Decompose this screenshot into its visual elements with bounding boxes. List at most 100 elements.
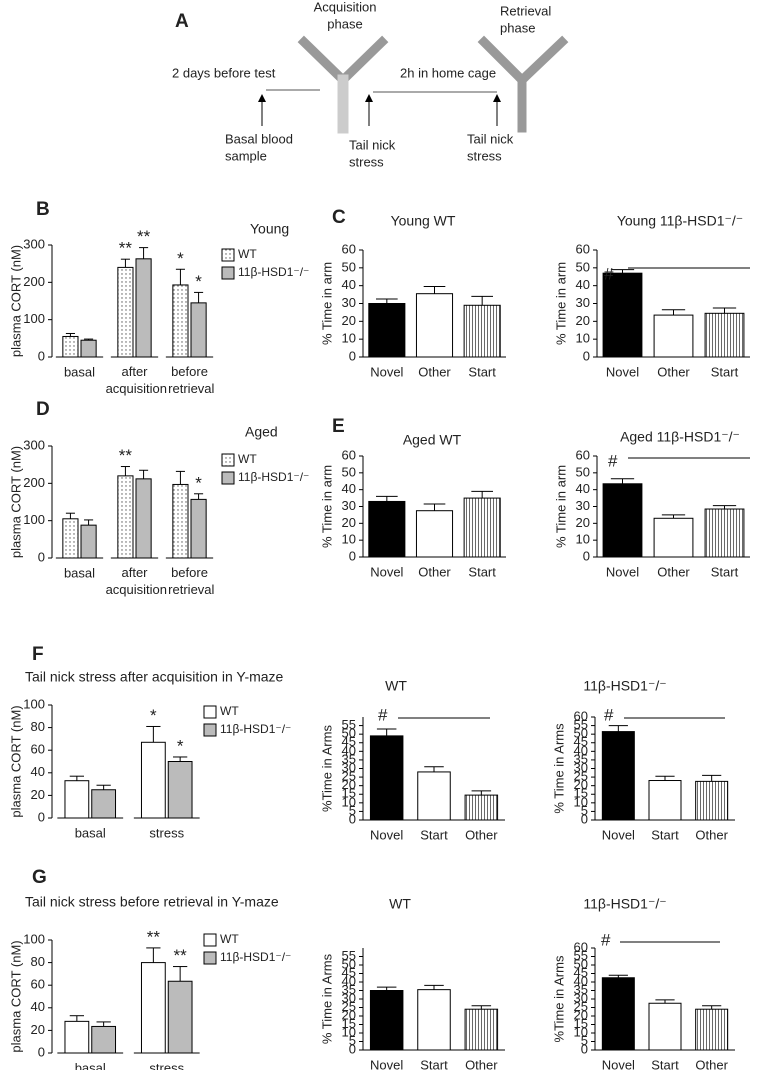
y-tick-label: 40: [574, 973, 588, 988]
error-bar: [610, 478, 635, 484]
y-tick-label: 0: [38, 1044, 45, 1059]
error-bar: [376, 495, 398, 502]
y-tick-label: 20: [31, 1022, 45, 1037]
error-bar: [702, 1005, 722, 1010]
significance-marker: **: [174, 946, 188, 965]
bar: [368, 303, 406, 358]
y-tick-label: 45: [574, 734, 588, 749]
chart-title: Tail nick stress after acquisition in Y-…: [25, 669, 284, 685]
x-tick-label: Novel: [602, 1057, 635, 1070]
chart-title: 11β-HSD1⁻/⁻: [583, 678, 666, 694]
error-bar: [175, 470, 185, 485]
bar: [704, 312, 745, 358]
y-axis-label: plasma CORT (nM): [8, 940, 23, 1052]
y-tick-label: 100: [23, 931, 45, 946]
error-bar: [146, 947, 161, 963]
x-tick-label: Other: [465, 1057, 498, 1070]
y-tick-label: 30: [574, 760, 588, 775]
y-tick-label: 40: [574, 743, 588, 758]
legend-label: WT: [220, 932, 239, 946]
y-tick-label: 20: [31, 787, 45, 802]
y-tick-label: 300: [23, 236, 45, 251]
significance-marker: *: [195, 272, 202, 291]
label: Tail nick: [349, 137, 396, 152]
y-tick-label: 40: [576, 481, 590, 496]
annotation: #: [608, 451, 618, 470]
x-tick-label: basal: [64, 364, 95, 379]
y-tick-label: 45: [342, 734, 356, 749]
y-tick-label: 15: [574, 786, 588, 801]
error-bar: [120, 466, 130, 476]
y-tick-label: 40: [576, 277, 590, 292]
y-tick-label: 55: [342, 948, 356, 963]
label: phase: [500, 20, 535, 35]
x-tick-label: Other: [418, 364, 451, 379]
y-tick-label: 5: [581, 1033, 588, 1048]
x-tick-label: Other: [657, 564, 690, 579]
x-tick-label: Novel: [370, 827, 403, 842]
x-tick-label: before retrieval: [165, 565, 215, 597]
legend-swatch: [203, 723, 217, 737]
error-bar: [194, 493, 204, 500]
error-bar: [96, 1021, 111, 1027]
y-tick-label: 35: [342, 982, 356, 997]
y-tick-label: 25: [342, 769, 356, 784]
x-tick-label: Start: [420, 827, 448, 842]
error-bar: [139, 469, 149, 479]
x-tick-label: Other: [465, 827, 498, 842]
y-tick-label: 10: [342, 794, 356, 809]
bar: [64, 1020, 90, 1054]
y-tick-label: 30: [576, 295, 590, 310]
bar: [91, 1025, 117, 1054]
x-tick-label: Novel: [602, 827, 635, 842]
legend-label: WT: [238, 452, 257, 466]
y-maze-1: [297, 35, 389, 134]
y-tick-label: 45: [574, 965, 588, 980]
y-axis-label: plasma CORT (nM): [8, 705, 23, 817]
bar: [653, 314, 694, 358]
y-tick-label: 60: [574, 708, 588, 723]
bar: [695, 1008, 729, 1051]
y-tick-label: 20: [576, 515, 590, 530]
panel-label: G: [32, 867, 47, 888]
y-maze-2: [477, 35, 569, 133]
error-bar: [424, 766, 444, 772]
error-bar: [376, 298, 398, 304]
y-tick-label: 300: [23, 437, 45, 452]
label: Retrieval: [500, 3, 551, 18]
x-tick-label: Start: [420, 1057, 448, 1070]
bar: [463, 497, 501, 558]
y-tick-label: 0: [583, 548, 590, 563]
bar: [417, 771, 451, 821]
y-tick-label: 60: [574, 939, 588, 954]
y-tick-label: 50: [342, 726, 356, 741]
bar: [601, 731, 635, 821]
x-tick-label: after acquisition: [102, 565, 167, 597]
error-bar: [610, 269, 635, 274]
y-tick-label: 5: [349, 803, 356, 818]
error-bar: [424, 984, 444, 990]
legend-label: 11β-HSD1⁻/⁻: [220, 722, 291, 736]
y-tick-label: 30: [342, 295, 356, 310]
bar: [167, 761, 193, 819]
panel-label: F: [32, 644, 44, 665]
bar: [80, 339, 97, 358]
legend-swatch: [203, 951, 217, 965]
y-tick-label: 25: [574, 999, 588, 1014]
y-tick-label: 5: [349, 1033, 356, 1048]
legend-swatch: [203, 933, 217, 947]
panel-label: D: [36, 399, 50, 420]
bar: [91, 789, 117, 819]
y-axis-label: % Time in arm: [319, 262, 334, 345]
significance-marker: *: [177, 249, 184, 268]
error-bar: [423, 286, 446, 294]
y-tick-label: 20: [574, 1007, 588, 1022]
bar: [602, 483, 643, 558]
y-tick-label: 0: [38, 549, 45, 564]
chart-title: WT: [385, 678, 407, 694]
error-bar: [84, 519, 94, 526]
bar: [64, 780, 90, 819]
x-tick-label: Novel: [606, 564, 639, 579]
y-tick-label: 45: [342, 965, 356, 980]
